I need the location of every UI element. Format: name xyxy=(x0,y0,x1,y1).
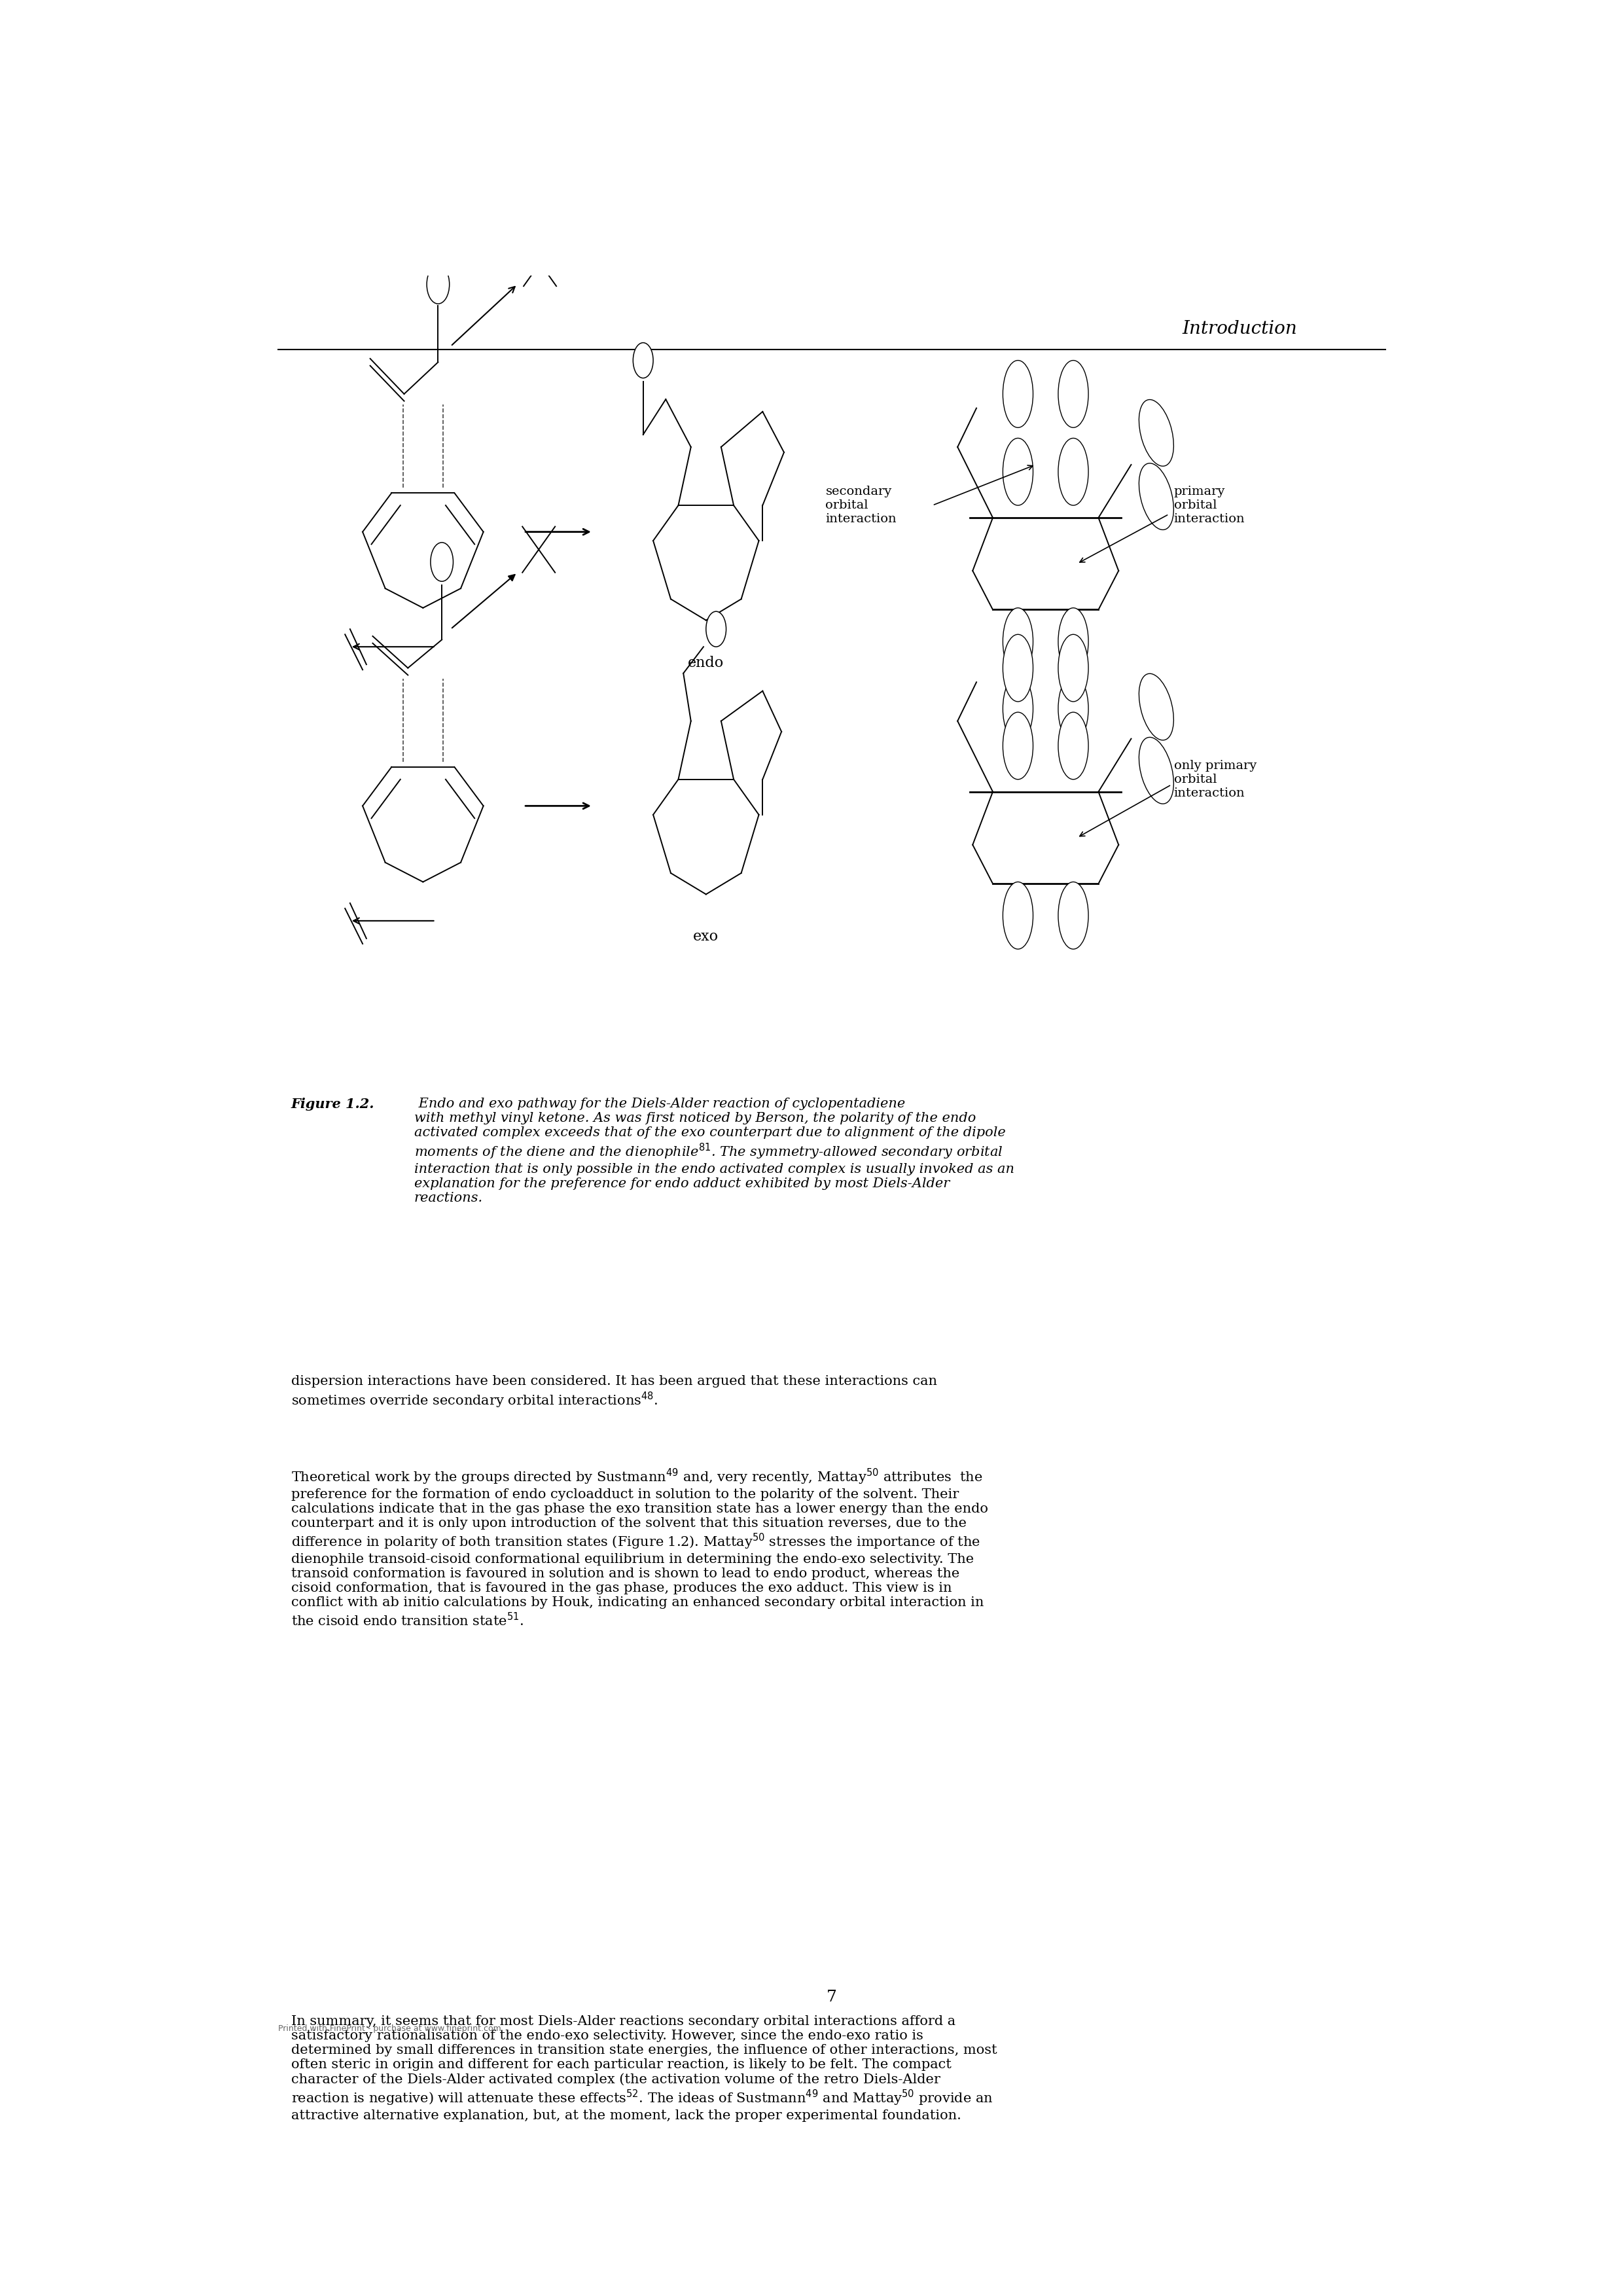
Ellipse shape xyxy=(1003,882,1034,948)
Ellipse shape xyxy=(1003,712,1034,778)
Ellipse shape xyxy=(1003,608,1034,675)
Ellipse shape xyxy=(1058,882,1089,948)
Text: Theoretical work by the groups directed by Sustmann$^{49}$ and, very recently, M: Theoretical work by the groups directed … xyxy=(291,1467,988,1628)
Ellipse shape xyxy=(1139,464,1173,530)
Text: secondary
orbital
interaction: secondary orbital interaction xyxy=(826,487,896,526)
Text: Figure 1.2.: Figure 1.2. xyxy=(291,1097,375,1111)
Text: endo: endo xyxy=(688,657,724,670)
Ellipse shape xyxy=(1058,360,1089,427)
Text: dispersion interactions have been considered. It has been argued that these inte: dispersion interactions have been consid… xyxy=(291,1375,936,1410)
Ellipse shape xyxy=(1003,675,1034,742)
Ellipse shape xyxy=(1058,439,1089,505)
Text: 7: 7 xyxy=(826,1991,837,2004)
Text: Printed with FinePrint - purchase at www.fineprint.com: Printed with FinePrint - purchase at www… xyxy=(279,2025,502,2032)
Ellipse shape xyxy=(430,542,453,581)
Ellipse shape xyxy=(427,264,450,303)
Ellipse shape xyxy=(1139,400,1173,466)
Ellipse shape xyxy=(1058,712,1089,778)
Ellipse shape xyxy=(1058,634,1089,703)
Ellipse shape xyxy=(633,342,652,379)
Ellipse shape xyxy=(1139,737,1173,804)
Ellipse shape xyxy=(706,611,725,647)
Text: only primary
orbital
interaction: only primary orbital interaction xyxy=(1173,760,1256,799)
Text: primary
orbital
interaction: primary orbital interaction xyxy=(1173,487,1245,526)
Ellipse shape xyxy=(1003,360,1034,427)
Ellipse shape xyxy=(1058,608,1089,675)
Text: exo: exo xyxy=(693,930,719,944)
Text: Introduction: Introduction xyxy=(1182,319,1297,338)
Text: In summary, it seems that for most Diels-Alder reactions secondary orbital inter: In summary, it seems that for most Diels… xyxy=(291,2016,997,2122)
Text: Endo and exo pathway for the Diels-Alder reaction of cyclopentadiene
with methyl: Endo and exo pathway for the Diels-Alder… xyxy=(414,1097,1014,1203)
Ellipse shape xyxy=(1003,634,1034,703)
Ellipse shape xyxy=(1139,673,1173,739)
Ellipse shape xyxy=(1058,675,1089,742)
Ellipse shape xyxy=(1003,439,1034,505)
